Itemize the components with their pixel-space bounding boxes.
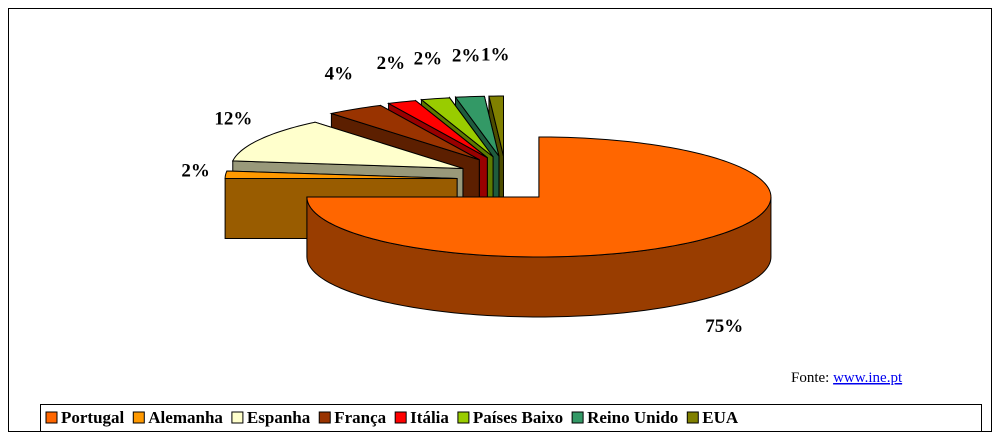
legend-swatch <box>231 411 244 424</box>
legend-swatch <box>571 411 584 424</box>
legend-swatch <box>132 411 145 424</box>
legend-label: EUA <box>702 408 739 427</box>
legend-label: Portugal <box>61 408 125 427</box>
source: Fonte: www.ine.pt <box>791 370 903 386</box>
data-label: 75% <box>705 316 743 337</box>
slice <box>306 136 772 258</box>
data-label: 4% <box>325 64 354 85</box>
data-label: 2% <box>181 161 210 182</box>
legend-swatch <box>45 411 58 424</box>
slice <box>488 95 504 157</box>
pie: 75%2%12%4%2% 2% 2% 1% <box>181 44 772 337</box>
legend-label: Países Baixo <box>473 408 563 427</box>
data-label: 12% <box>214 109 252 130</box>
legend-label: Espanha <box>247 408 311 427</box>
data-label: 1% <box>481 44 510 65</box>
legend-box <box>40 404 982 432</box>
legend-swatch <box>394 411 407 424</box>
source-prefix: Fonte: <box>791 370 829 386</box>
legend-label: França <box>334 408 386 427</box>
source-link[interactable]: www.ine.pt <box>833 370 903 386</box>
legend-swatch <box>318 411 331 424</box>
slice <box>231 121 464 169</box>
slice <box>329 104 480 161</box>
slice <box>386 100 488 159</box>
legend-swatch <box>457 411 470 424</box>
legend-label: Alemanha <box>148 408 223 427</box>
slice <box>454 95 500 157</box>
legend-label: Itália <box>410 408 449 427</box>
data-label: 2% <box>377 53 406 74</box>
slice <box>224 170 458 179</box>
data-label: 2% <box>414 48 443 69</box>
legend-label: Reino Unido <box>587 408 678 427</box>
legend-swatch <box>686 411 699 424</box>
legend: Portugal Alemanha Espanha França Itália Paíse… <box>45 408 739 427</box>
slice <box>420 97 494 158</box>
data-label: 2% <box>452 45 481 66</box>
